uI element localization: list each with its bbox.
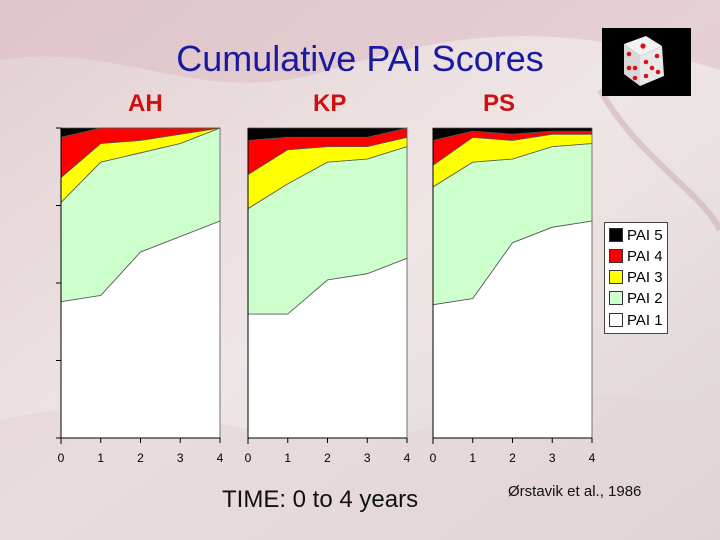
x-tick-label-kp: 1	[284, 451, 291, 465]
x-tick-label-ps: 1	[469, 451, 476, 465]
x-tick-label-kp: 4	[404, 451, 411, 465]
area-kp-pai5	[247, 127, 408, 141]
x-tick-label-ah: 1	[97, 451, 104, 465]
panel-label-ah: AH	[128, 90, 163, 117]
x-tick-label-kp: 3	[364, 451, 371, 465]
area-ps-pai5	[432, 127, 593, 141]
legend-label-pai1: PAI 1	[627, 311, 663, 329]
x-tick-label-ps: 4	[589, 451, 596, 465]
x-tick-label-ps: 0	[430, 451, 437, 465]
legend-label-pai3: PAI 3	[627, 268, 663, 286]
chart-ah: 0 1 2 3 4	[56, 127, 224, 465]
x-tick-label-ah: 2	[137, 451, 144, 465]
legend-label-pai4: PAI 4	[627, 247, 663, 265]
legend-swatch-pai3	[609, 270, 623, 284]
legend-label-pai2: PAI 2	[627, 289, 663, 307]
legend-swatch-pai2	[609, 291, 623, 305]
dice-icon	[624, 36, 664, 86]
x-tick-label-ps: 3	[549, 451, 556, 465]
legend-item-pai3: PAI 3	[609, 268, 663, 286]
chart-kp: 0 1 2 3 4	[245, 127, 411, 465]
legend-item-pai4: PAI 4	[609, 247, 663, 265]
citation: Ørstavik et al., 1986	[508, 483, 642, 500]
x-tick-label-kp: 0	[245, 451, 252, 465]
panel-label-ps: PS	[483, 90, 516, 117]
panel-label-kp: KP	[313, 90, 347, 117]
legend-item-pai1: PAI 1	[609, 311, 663, 329]
x-tick-label-ah: 0	[58, 451, 65, 465]
dice-image	[602, 28, 691, 96]
slide-title: Cumulative PAI Scores	[176, 38, 544, 79]
x-tick-label-ah: 3	[177, 451, 184, 465]
x-axis-title: TIME: 0 to 4 years	[222, 486, 419, 513]
legend-swatch-pai4	[609, 249, 623, 263]
legend-swatch-pai5	[609, 228, 623, 242]
legend-item-pai2: PAI 2	[609, 289, 663, 307]
x-tick-label-ps: 2	[509, 451, 516, 465]
x-tick-label-kp: 2	[324, 451, 331, 465]
chart-ps: 0 1 2 3 4	[430, 127, 596, 465]
x-tick-label-ah: 4	[217, 451, 224, 465]
legend-item-pai5: PAI 5	[609, 226, 663, 244]
legend: PAI 5 PAI 4 PAI 3 PAI 2 PAI 1	[604, 222, 668, 334]
legend-label-pai5: PAI 5	[627, 226, 663, 244]
area-ah-pai5	[60, 127, 220, 138]
legend-swatch-pai1	[609, 313, 623, 327]
